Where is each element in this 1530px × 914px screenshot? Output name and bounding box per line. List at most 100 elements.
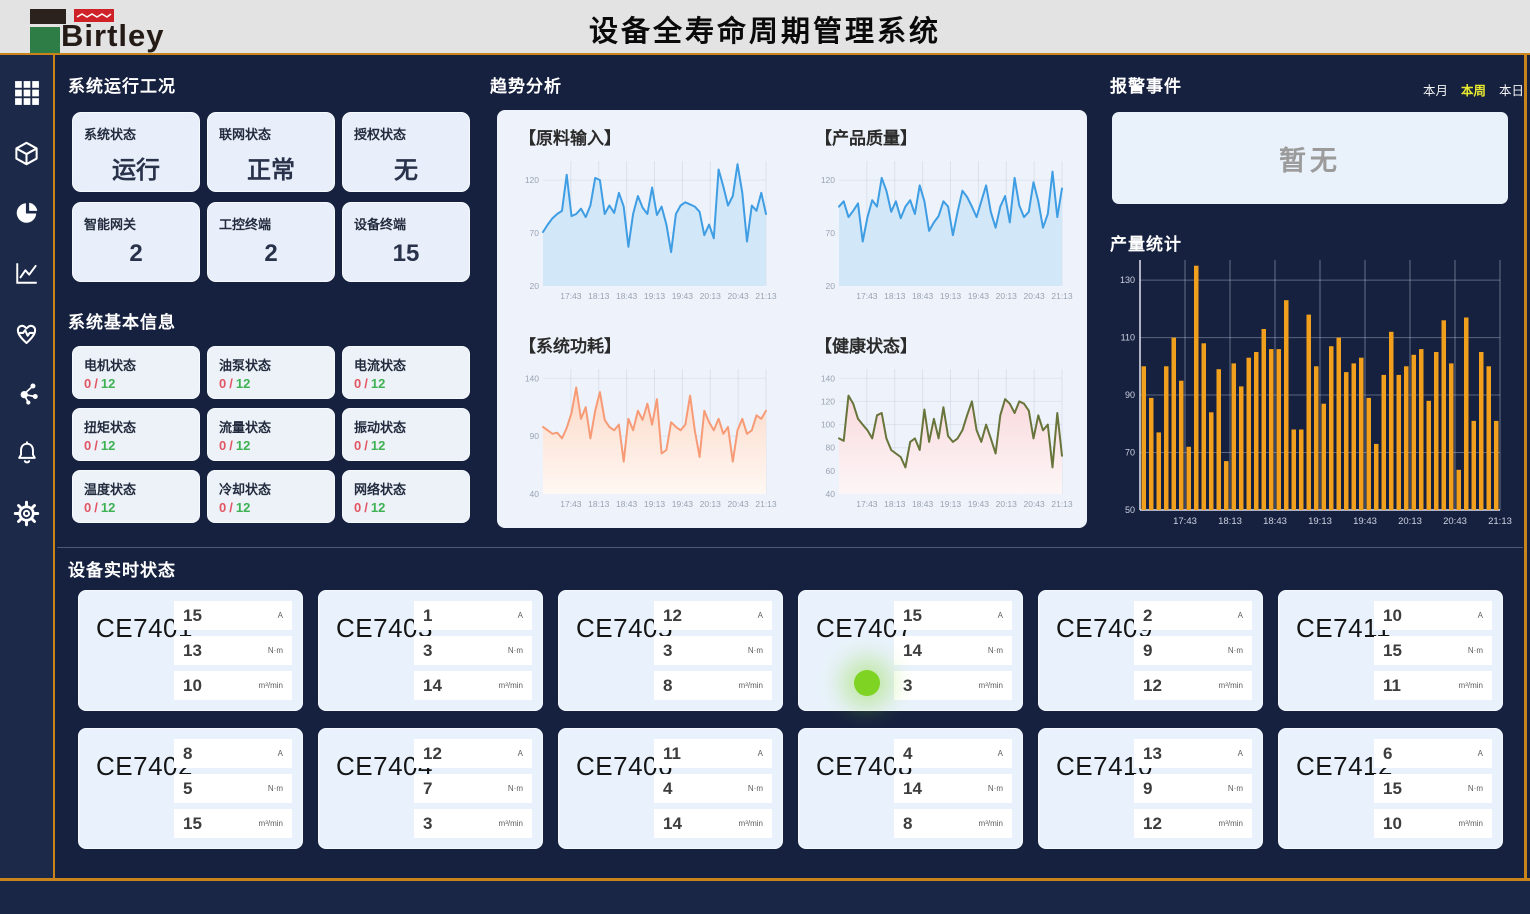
svg-text:20: 20 (530, 281, 540, 291)
device-value-row: 3 N·m (414, 636, 532, 665)
svg-text:19:43: 19:43 (1353, 516, 1377, 527)
bell-icon[interactable] (11, 437, 43, 469)
svg-text:20:43: 20:43 (1023, 291, 1045, 301)
status-card-system: 系统状态 运行 (72, 112, 200, 192)
status-card-device-terminal: 设备终端 15 (342, 202, 470, 282)
svg-text:21:13: 21:13 (1051, 499, 1073, 509)
basic-card-temperature: 温度状态 0/12 (72, 470, 200, 523)
basic-card-motor: 电机状态 0/12 (72, 346, 200, 399)
alarm-empty-card: 暂无 (1112, 112, 1508, 204)
svg-text:18:43: 18:43 (1263, 516, 1287, 527)
svg-text:20:13: 20:13 (996, 499, 1018, 509)
svg-text:21:13: 21:13 (755, 499, 777, 509)
basic-card-flow: 流量状态 0/12 (207, 408, 335, 461)
power-line-chart: 17:43 18:13 18:43 19:13 19:43 20:13 20:43 21:13… (517, 361, 789, 511)
logo-dark-square (30, 9, 66, 24)
product-quality-line-chart: 17:43 18:13 18:43 19:13 19:43 20:13 20:43 21:13… (813, 153, 1085, 303)
alarm-filter-tabs: 本月 本周 本日 (1423, 80, 1524, 99)
device-value-row: 8 m³/min (654, 671, 772, 700)
basic-card-cooling: 冷却状态 0/12 (207, 470, 335, 523)
svg-text:18:43: 18:43 (912, 499, 934, 509)
device-value-row: 12 A (654, 601, 772, 630)
device-value-row: 14 m³/min (414, 671, 532, 700)
svg-text:19:13: 19:13 (940, 291, 962, 301)
device-card-ce7407[interactable]: CE7407 15 A 14 N·m 3 m³/min (798, 590, 1023, 711)
svg-text:18:43: 18:43 (912, 291, 934, 301)
status-card-license: 授权状态无 (342, 112, 470, 192)
chart-power: 【系统功耗】 17:43 18:13 18:43 19:13 19:43 20:13 20:… (517, 332, 789, 511)
logo-text: Birtley (61, 18, 165, 53)
svg-text:19:43: 19:43 (672, 291, 694, 301)
header: Birtley 设备全寿命周期管理系统 (0, 0, 1530, 53)
section-title-trend: 趋势分析 (490, 77, 562, 96)
svg-text:40: 40 (826, 489, 836, 499)
basic-info-grid: 电机状态 0/12 油泵状态 0/12 电流状态 0/12 扭矩状态 0/12 流量状态… (72, 346, 470, 523)
svg-text:19:13: 19:13 (1308, 516, 1332, 527)
tab-this-week[interactable]: 本周 (1461, 84, 1487, 98)
svg-text:21:13: 21:13 (755, 291, 777, 301)
svg-text:120: 120 (525, 175, 539, 185)
pie-chart-icon[interactable] (11, 197, 43, 229)
basic-card-torque: 扭矩状态 0/12 (72, 408, 200, 461)
header-divider (0, 53, 1530, 55)
cube-icon[interactable] (11, 137, 43, 169)
svg-text:17:43: 17:43 (560, 291, 582, 301)
device-value-row: 14 m³/min (654, 809, 772, 838)
device-value-row: 12 m³/min (1134, 671, 1252, 700)
device-card-ce7404[interactable]: CE7404 12 A 7 N·m 3 m³/min (318, 728, 543, 849)
tab-this-month[interactable]: 本月 (1423, 84, 1449, 98)
svg-text:140: 140 (525, 373, 539, 383)
device-card-ce7401[interactable]: CE7401 15 A 13 N·m 10 m³/min (78, 590, 303, 711)
device-value-row: 12 A (414, 739, 532, 768)
svg-text:130: 130 (1120, 275, 1135, 285)
svg-text:70: 70 (1125, 448, 1135, 458)
svg-text:20:43: 20:43 (1023, 499, 1045, 509)
device-value-row: 9 N·m (1134, 636, 1252, 665)
grid-icon[interactable] (11, 77, 43, 109)
device-value-row: 12 m³/min (1134, 809, 1252, 838)
device-value-row: 8 m³/min (894, 809, 1012, 838)
svg-text:18:13: 18:13 (1218, 516, 1242, 527)
page-title: 设备全寿命周期管理系统 (588, 16, 941, 48)
health-line-chart: 17:43 18:13 18:43 19:13 19:43 20:13 20:43 21:13… (813, 361, 1085, 511)
svg-text:19:13: 19:13 (644, 291, 666, 301)
device-value-row: 3 m³/min (414, 809, 532, 838)
svg-text:18:43: 18:43 (616, 499, 638, 509)
section-title-system-status: 系统运行工况 (68, 77, 176, 96)
line-chart-icon[interactable] (11, 257, 43, 289)
device-card-ce7410[interactable]: CE7410 13 A 9 N·m 12 m³/min (1038, 728, 1263, 849)
footer (0, 881, 1530, 914)
brand-logo: Birtley (30, 5, 230, 53)
section-title-production: 产量统计 (1110, 235, 1182, 254)
basic-card-net: 网络状态 0/12 (342, 470, 470, 523)
svg-text:19:43: 19:43 (672, 499, 694, 509)
raw-material-line-chart: 17:43 18:13 18:43 19:13 19:43 20:13 20:43 21:13… (517, 153, 789, 303)
right-divider (1524, 55, 1527, 878)
logo-red-zigzag (74, 9, 114, 27)
device-value-row: 3 m³/min (894, 671, 1012, 700)
chart-health: 【健康状态】 17:43 18:13 18:43 19:13 19:43 20:13 20:… (813, 332, 1085, 511)
molecule-icon[interactable] (11, 377, 43, 409)
device-card-ce7411[interactable]: CE7411 10 A 15 N·m 11 m³/min (1278, 590, 1503, 711)
device-value-row: 15 A (174, 601, 292, 630)
heart-pulse-icon[interactable] (11, 317, 43, 349)
svg-text:19:13: 19:13 (644, 499, 666, 509)
gear-icon[interactable] (11, 497, 43, 529)
device-card-ce7406[interactable]: CE7406 11 A 4 N·m 14 m³/min (558, 728, 783, 849)
svg-text:90: 90 (530, 431, 540, 441)
device-card-ce7405[interactable]: CE7405 12 A 3 N·m 8 m³/min (558, 590, 783, 711)
trend-panel: 【原料输入】 17:43 18:13 18:43 19:13 19:43 20:13 20:… (497, 110, 1087, 528)
device-value-row: 11 m³/min (1374, 671, 1492, 700)
device-value-row: 4 N·m (654, 774, 772, 803)
svg-text:20:13: 20:13 (996, 291, 1018, 301)
tab-today[interactable]: 本日 (1499, 84, 1525, 98)
